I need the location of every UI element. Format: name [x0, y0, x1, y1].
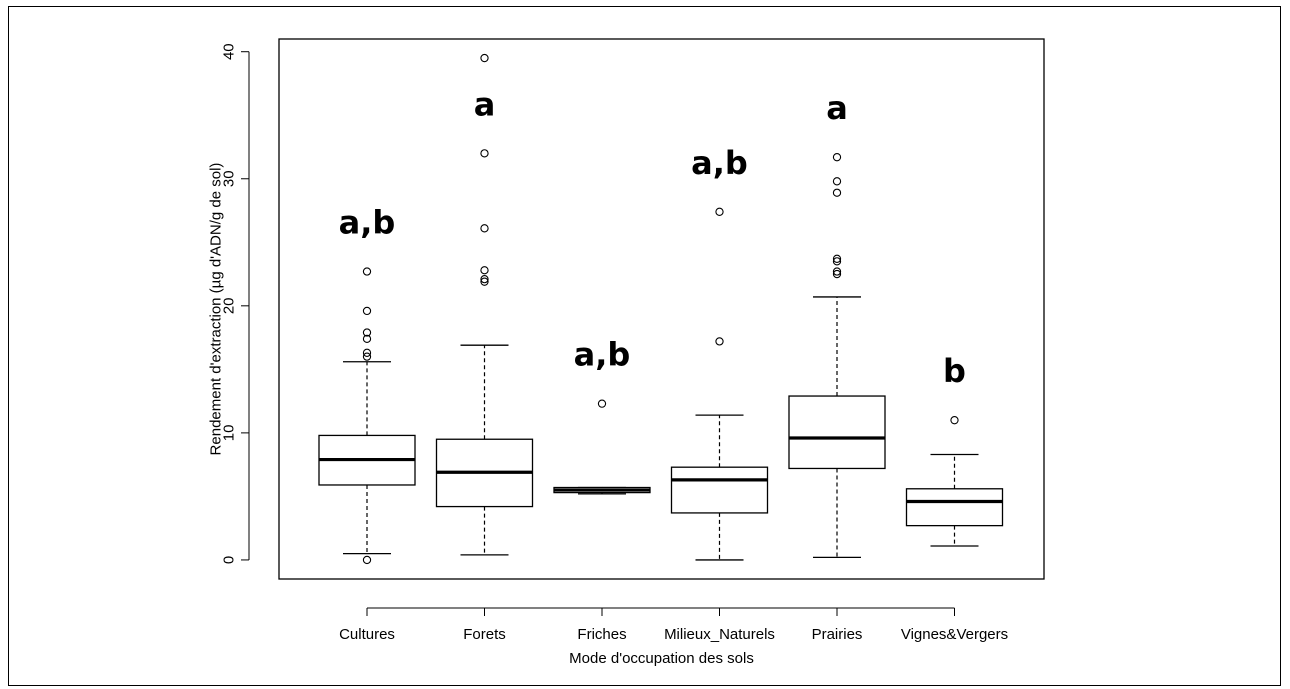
x-tick-label: Forets [463, 626, 506, 643]
outlier-point [715, 337, 724, 346]
y-tick-label: 0 [221, 556, 238, 564]
box-group-vignes-vergers: b [905, 352, 1004, 547]
outlier-point [480, 274, 489, 284]
x-tick-label: Cultures [339, 626, 395, 643]
box-group-forets: a [435, 53, 534, 556]
box [670, 466, 769, 514]
group-letter: a,b [339, 204, 396, 242]
outlier-point [832, 254, 842, 263]
y-tick-label: 20 [221, 297, 238, 314]
x-axis-title: Mode d'occupation des sols [569, 650, 754, 667]
box-group-prairies: a [788, 89, 886, 559]
outlier-point [832, 267, 842, 276]
outlier-point [480, 224, 489, 233]
group-letter: a,b [691, 144, 748, 182]
outlier-point [715, 207, 724, 216]
y-tick-label: 10 [221, 425, 238, 442]
group-letter: a,b [574, 336, 631, 374]
outlier-point [362, 306, 372, 316]
box [905, 488, 1004, 527]
x-tick-label: Vignes&Vergers [901, 626, 1008, 643]
x-tick-label: Milieux_Naturels [664, 626, 775, 643]
outlier-point [362, 328, 372, 337]
box [788, 395, 886, 470]
x-tick-label: Prairies [812, 626, 863, 643]
box-group-cultures: a,b [318, 204, 416, 565]
outlier-point [362, 352, 372, 361]
outlier-point [832, 153, 842, 162]
outlier-point [597, 399, 607, 408]
group-letter: a [826, 89, 848, 127]
box-group-friches: a,b [553, 336, 651, 495]
outlier-point [832, 269, 842, 279]
outlier-point [362, 334, 372, 344]
outlier-point [480, 149, 489, 158]
outlier-point [480, 277, 489, 286]
outlier-point [832, 177, 842, 186]
y-tick-label: 40 [221, 43, 238, 60]
y-axis-title: Rendement d'extraction (µg d'ADN/g de so… [208, 163, 225, 456]
x-tick-label: Friches [577, 626, 626, 643]
box-group-milieux-naturels: a,b [670, 144, 769, 561]
outlier-point [832, 257, 842, 266]
x-axis: Cultures Forets Friches Milieux_Naturels Pra… [339, 607, 1008, 643]
group-letter: b [943, 352, 966, 390]
outlier-point [480, 266, 489, 275]
outlier-point [362, 348, 372, 357]
figure-frame: 0 10 20 30 40 Cultures Forets Friches Milieux_N… [8, 6, 1281, 686]
boxes: a,b a a,b a,b a b [318, 53, 1004, 565]
y-tick-label: 30 [221, 170, 238, 187]
outlier-point [480, 53, 489, 63]
outlier-point [950, 416, 959, 425]
outlier-point [362, 267, 372, 276]
group-letter: a [474, 85, 496, 123]
outlier-point [362, 555, 372, 565]
y-axis: 0 10 20 30 40 [221, 43, 250, 564]
outlier-point [832, 188, 842, 197]
plot-area [278, 38, 1045, 580]
boxplot-chart: 0 10 20 30 40 Cultures Forets Friches Milieux_N… [208, 38, 1045, 667]
